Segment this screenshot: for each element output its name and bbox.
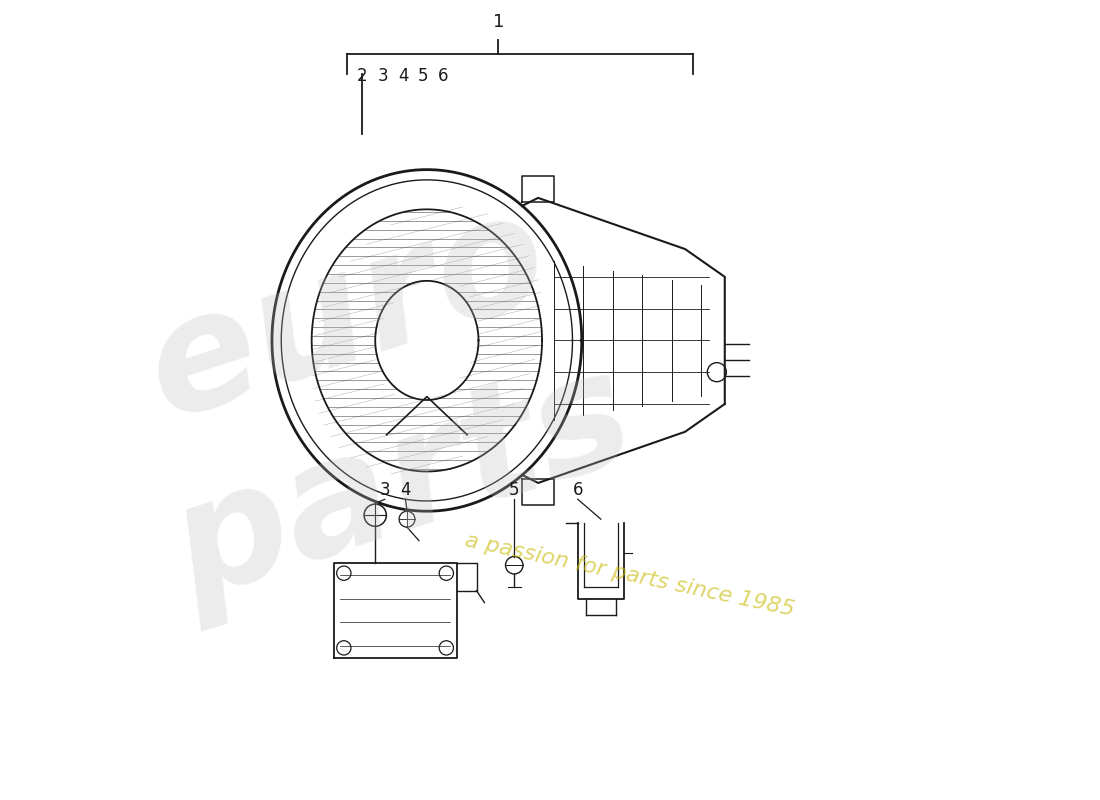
Text: 3: 3 (379, 482, 390, 499)
Text: 6: 6 (573, 482, 583, 499)
Text: 2: 2 (356, 67, 367, 85)
Text: euro
parts: euro parts (99, 168, 651, 632)
Text: 6: 6 (438, 67, 448, 85)
Text: 1: 1 (493, 13, 504, 30)
Text: 3: 3 (378, 67, 388, 85)
Text: 4: 4 (398, 67, 408, 85)
Text: 4: 4 (400, 482, 410, 499)
Text: 5: 5 (509, 482, 519, 499)
Text: a passion for parts since 1985: a passion for parts since 1985 (463, 530, 796, 619)
Text: 5: 5 (418, 67, 428, 85)
